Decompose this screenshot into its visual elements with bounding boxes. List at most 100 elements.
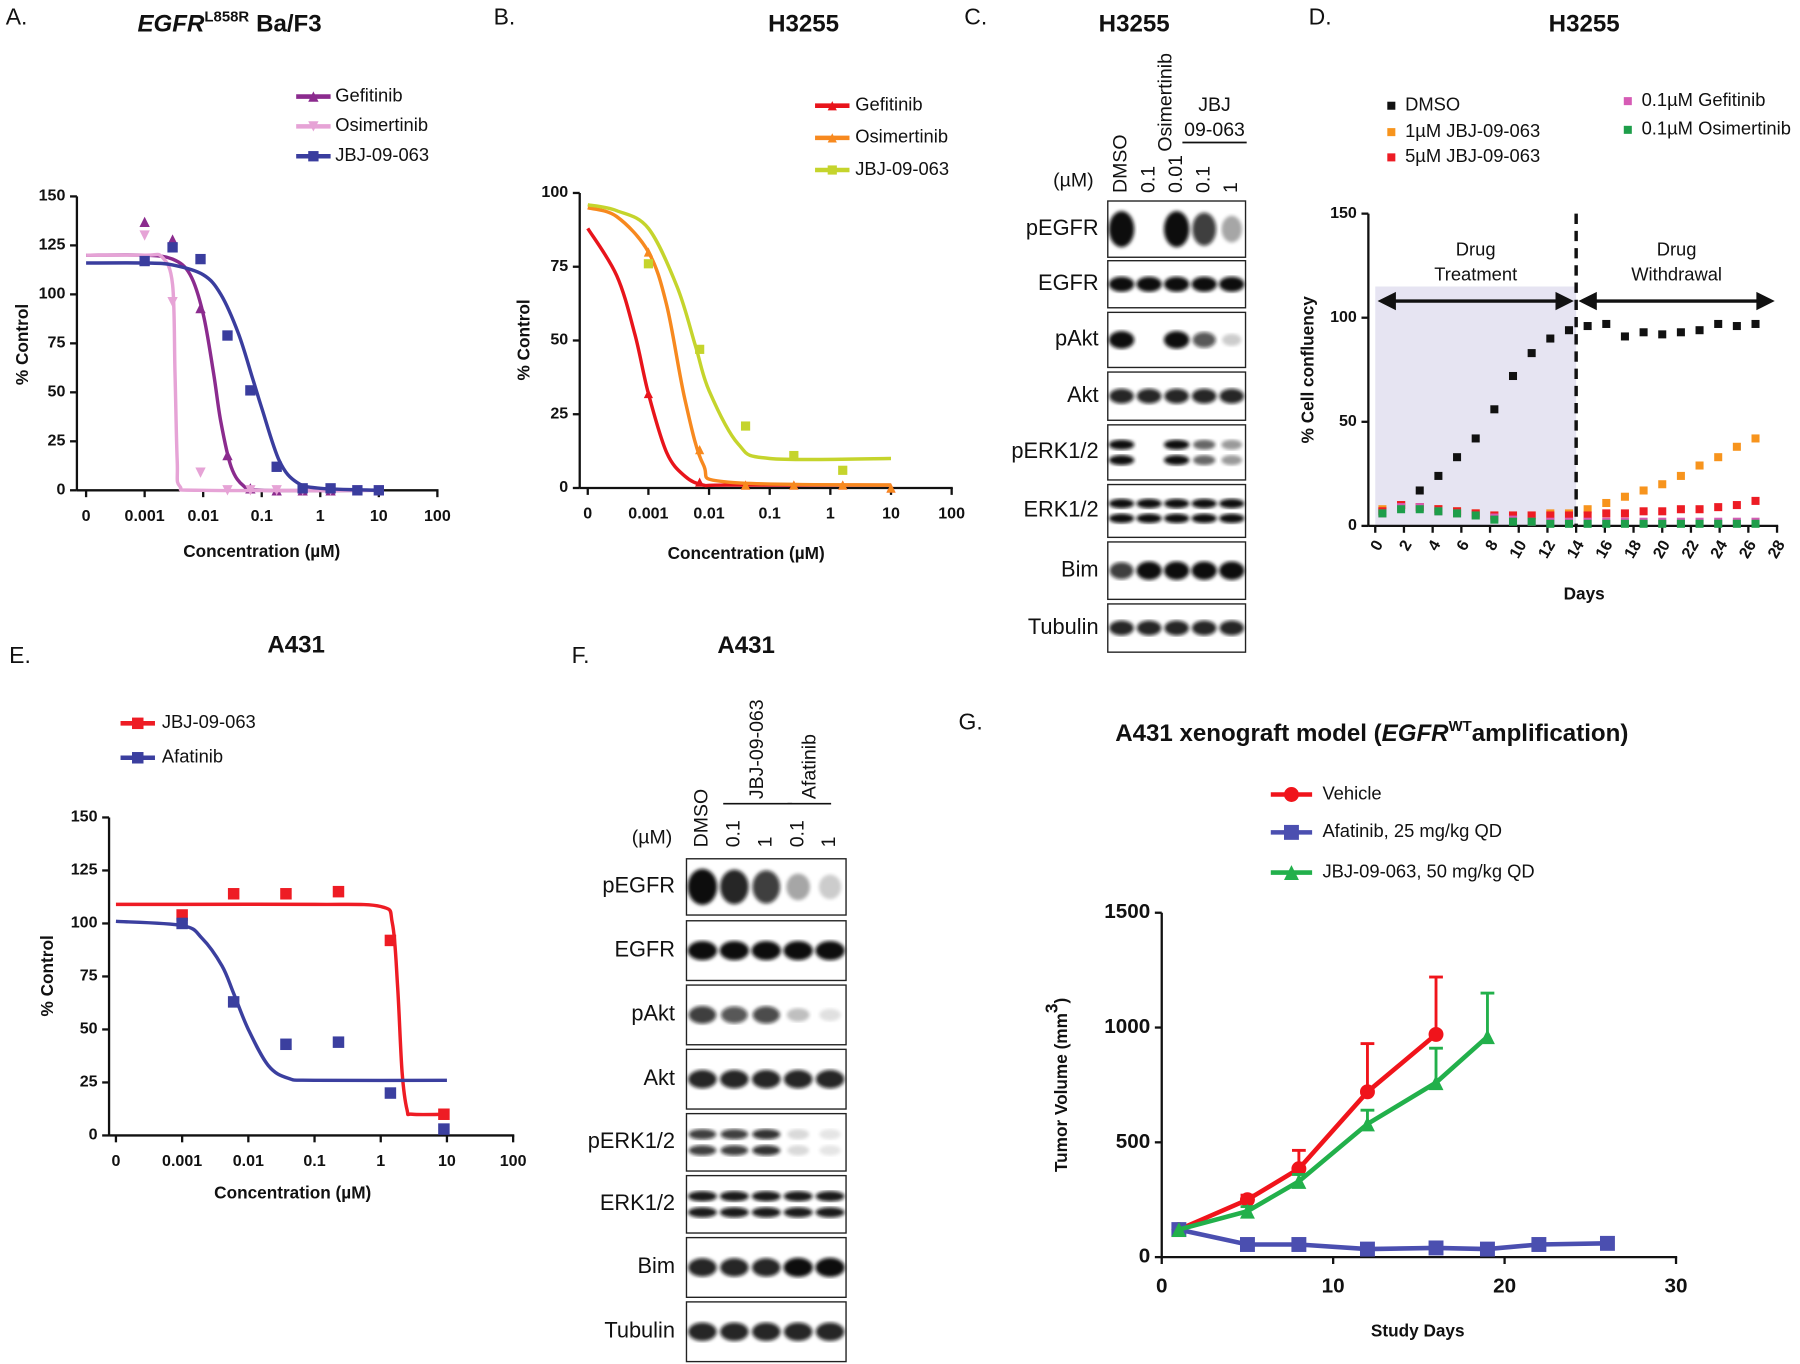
band <box>783 1322 813 1341</box>
data-point <box>1658 507 1667 516</box>
fit-curve <box>115 919 447 1083</box>
annotation-text: Treatment <box>1434 264 1517 285</box>
data-point <box>325 483 336 494</box>
data-point <box>1508 371 1518 381</box>
band <box>1163 561 1190 580</box>
band <box>1136 561 1162 580</box>
data-point <box>139 216 150 228</box>
data-point <box>332 885 345 898</box>
panel: A. EGFRL858R Ba/F3 0 25 50 75 100 125 150 0 0.001 0.… <box>6 4 451 561</box>
band <box>1109 562 1134 580</box>
band <box>751 1191 781 1202</box>
data-point <box>1583 519 1592 528</box>
band <box>688 1070 717 1089</box>
band <box>687 1207 717 1218</box>
data-point <box>1527 349 1536 358</box>
data-point <box>740 421 751 431</box>
band <box>687 868 718 905</box>
data-point <box>1676 519 1685 528</box>
data-point <box>1676 505 1685 514</box>
band <box>1221 455 1243 466</box>
band <box>720 1145 749 1156</box>
arrow-head <box>1756 291 1775 311</box>
y-tick-label: 100 <box>1330 308 1357 326</box>
band <box>688 1129 717 1140</box>
title-gene: EGFR <box>1382 720 1450 747</box>
data-point <box>167 234 178 245</box>
y-tick-label: 100 <box>541 183 568 201</box>
band <box>786 1008 810 1022</box>
data-point <box>1695 505 1704 514</box>
data-point <box>176 917 188 930</box>
row-label: Akt <box>644 1065 676 1090</box>
y-axis-label-superscript: 3 <box>1041 1004 1061 1014</box>
x-tick-label: 16 <box>1592 537 1617 562</box>
title-superscript: WT <box>1449 718 1472 735</box>
x-tick-label: 100 <box>500 1152 527 1170</box>
data-point <box>1490 515 1499 524</box>
legend-marker <box>827 133 837 143</box>
x-tick-label: 1 <box>826 505 835 523</box>
data-point <box>167 242 178 253</box>
band <box>752 870 781 904</box>
data-point <box>139 255 150 267</box>
y-tick-label: 100 <box>39 285 66 303</box>
fit-curve <box>86 261 379 493</box>
panel-letter: G. <box>959 708 983 734</box>
row-label: EGFR <box>614 936 675 961</box>
x-tick-label: 10 <box>370 507 388 525</box>
y-tick-label: 25 <box>48 432 66 450</box>
data-point <box>1751 434 1760 443</box>
data-point <box>1732 322 1741 331</box>
band <box>783 1207 813 1218</box>
data-point <box>1527 511 1536 520</box>
panel-letter: B. <box>494 4 516 30</box>
y-tick-label: 75 <box>48 334 66 352</box>
data-point <box>1620 332 1629 341</box>
data-point <box>1714 453 1723 462</box>
data-point <box>227 888 240 900</box>
legend-marker <box>308 91 319 102</box>
legend-label: JBJ-09-063 <box>335 144 429 165</box>
blot-frame <box>1107 424 1247 481</box>
band <box>1191 513 1217 524</box>
x-tick-label: 0 <box>82 507 91 525</box>
data-point <box>1695 326 1704 335</box>
data-point <box>1620 519 1629 528</box>
y-tick-label: 0 <box>89 1126 98 1144</box>
row-label: ERK1/2 <box>600 1190 675 1215</box>
x-tick-label: 100 <box>938 505 965 523</box>
band <box>688 1145 717 1156</box>
x-tick-label: 10 <box>438 1152 456 1170</box>
data-point <box>280 1038 292 1051</box>
data-point <box>1428 1026 1444 1042</box>
data-point <box>1378 509 1387 518</box>
fit-curve <box>587 206 892 487</box>
x-tick-label: 4 <box>1424 537 1444 554</box>
data-point <box>1359 1241 1375 1257</box>
band <box>720 869 749 905</box>
band <box>1163 513 1190 524</box>
data-point <box>245 485 256 496</box>
x-tick-label: 0.001 <box>628 505 668 523</box>
x-tick-label: 1 <box>376 1152 385 1170</box>
y-axis-label-part: % Control <box>513 299 533 380</box>
data-point <box>373 485 384 496</box>
x-axis-label: Concentration (µM) <box>183 541 340 561</box>
band <box>1108 331 1135 349</box>
x-tick-label: 10 <box>1322 1274 1345 1297</box>
data-point <box>1490 405 1499 414</box>
y-tick-label: 125 <box>39 236 66 254</box>
data-point <box>1695 519 1704 528</box>
data-point <box>1428 1240 1444 1256</box>
band <box>1163 211 1190 248</box>
legend-label: 0.1µM Gefitinib <box>1642 89 1766 110</box>
data-point <box>789 480 799 490</box>
legend-marker <box>827 101 837 111</box>
data-point <box>1564 519 1573 528</box>
data-point <box>1428 1075 1444 1091</box>
band <box>815 1070 845 1089</box>
band <box>1221 439 1243 450</box>
band <box>752 1258 781 1277</box>
y-tick-label: 50 <box>1339 412 1357 430</box>
